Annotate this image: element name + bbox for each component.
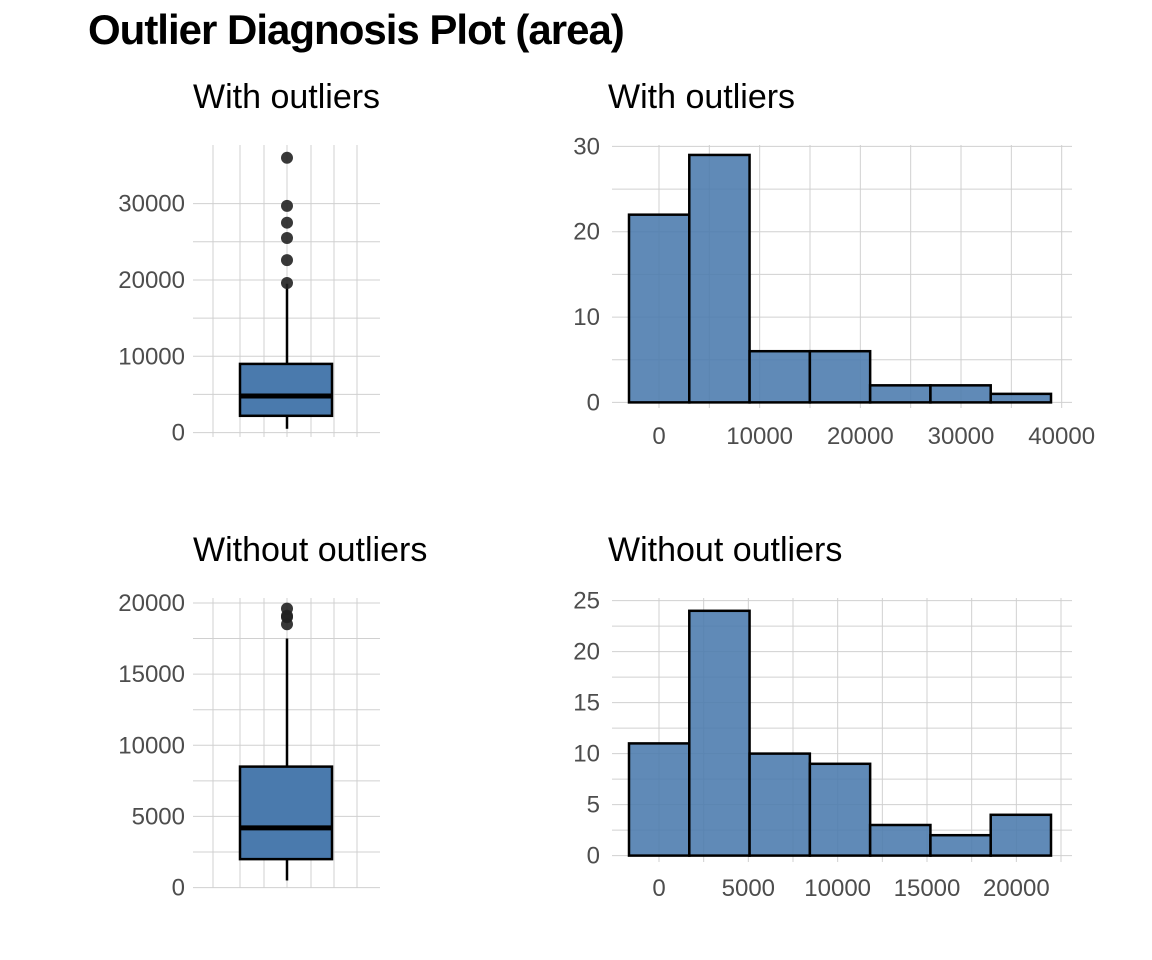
x-tick-label: 5000 [722, 875, 775, 902]
outlier-point [281, 276, 293, 289]
histogram-bar [808, 349, 872, 404]
y-tick-label: 30000 [118, 191, 185, 218]
histogram-bar [929, 384, 992, 404]
x-tick-label: 20000 [827, 423, 894, 450]
outlier-point [281, 151, 293, 164]
outlier-point [281, 199, 293, 212]
panel-3: Without outliers 0 5000 10000 15000 20000 [118, 531, 427, 902]
x-tick-label: 30000 [928, 423, 995, 450]
y-tick-label: 15000 [118, 661, 185, 688]
panel-2: With outliers 0 10 20 30 0 10000 20000 30000 4000… [573, 78, 1095, 450]
outlier-point [281, 231, 293, 244]
chart-title: Outlier Diagnosis Plot (area) [88, 6, 625, 53]
histogram-bar [868, 384, 932, 404]
y-tick-label: 25 [573, 588, 600, 615]
y-tick-label: 20 [573, 639, 600, 666]
box-iqr [238, 765, 334, 861]
y-tick-label: 0 [587, 843, 600, 870]
outlier-point [281, 602, 293, 615]
y-tick-label: 15 [573, 690, 600, 717]
y-tick-label: 20000 [118, 590, 185, 617]
y-tick-label: 20 [573, 219, 600, 246]
box-iqr [238, 362, 334, 418]
histogram-bar [688, 609, 751, 857]
x-tick-label: 15000 [894, 875, 961, 902]
y-tick-label: 0 [172, 875, 185, 902]
y-tick-label: 30 [573, 133, 600, 160]
y-tick-label: 10000 [118, 732, 185, 759]
y-tick-label: 20000 [118, 267, 185, 294]
x-tick-label: 10000 [726, 423, 793, 450]
histogram-bar [929, 833, 992, 857]
y-tick-label: 5 [587, 792, 600, 819]
y-tick-label: 10 [573, 741, 600, 768]
x-tick-label: 10000 [804, 875, 871, 902]
y-tick-label: 10000 [118, 343, 185, 370]
outlier-point [281, 254, 293, 267]
panel-title: With outliers [193, 78, 380, 116]
y-tick-label: 0 [587, 389, 600, 416]
histogram-bar [868, 823, 932, 857]
panel-4: Without outliers 0 5 10 15 20 25 0 5000 10000 1500… [573, 531, 1072, 902]
histogram-bar [627, 742, 691, 857]
x-tick-label: 20000 [983, 875, 1050, 902]
panel-title: With outliers [608, 78, 795, 116]
histogram-bar [748, 752, 812, 857]
y-tick-label: 10 [573, 304, 600, 331]
histogram-bar [808, 762, 872, 857]
histogram-bar [627, 213, 691, 404]
x-tick-label: 0 [652, 423, 665, 450]
x-tick-label: 40000 [1028, 423, 1095, 450]
panel-title: Without outliers [193, 531, 427, 569]
y-tick-label: 5000 [132, 803, 185, 830]
histogram-bar [989, 813, 1053, 857]
histogram-bar [748, 349, 812, 404]
histogram-bar [688, 153, 751, 404]
histogram-bar [989, 392, 1053, 404]
panel-1: With outliers 0 10000 20000 30000 [118, 78, 380, 447]
y-tick-label: 0 [172, 420, 185, 447]
panel-title: Without outliers [608, 531, 842, 569]
outlier-point [281, 216, 293, 229]
x-tick-label: 0 [652, 875, 665, 902]
